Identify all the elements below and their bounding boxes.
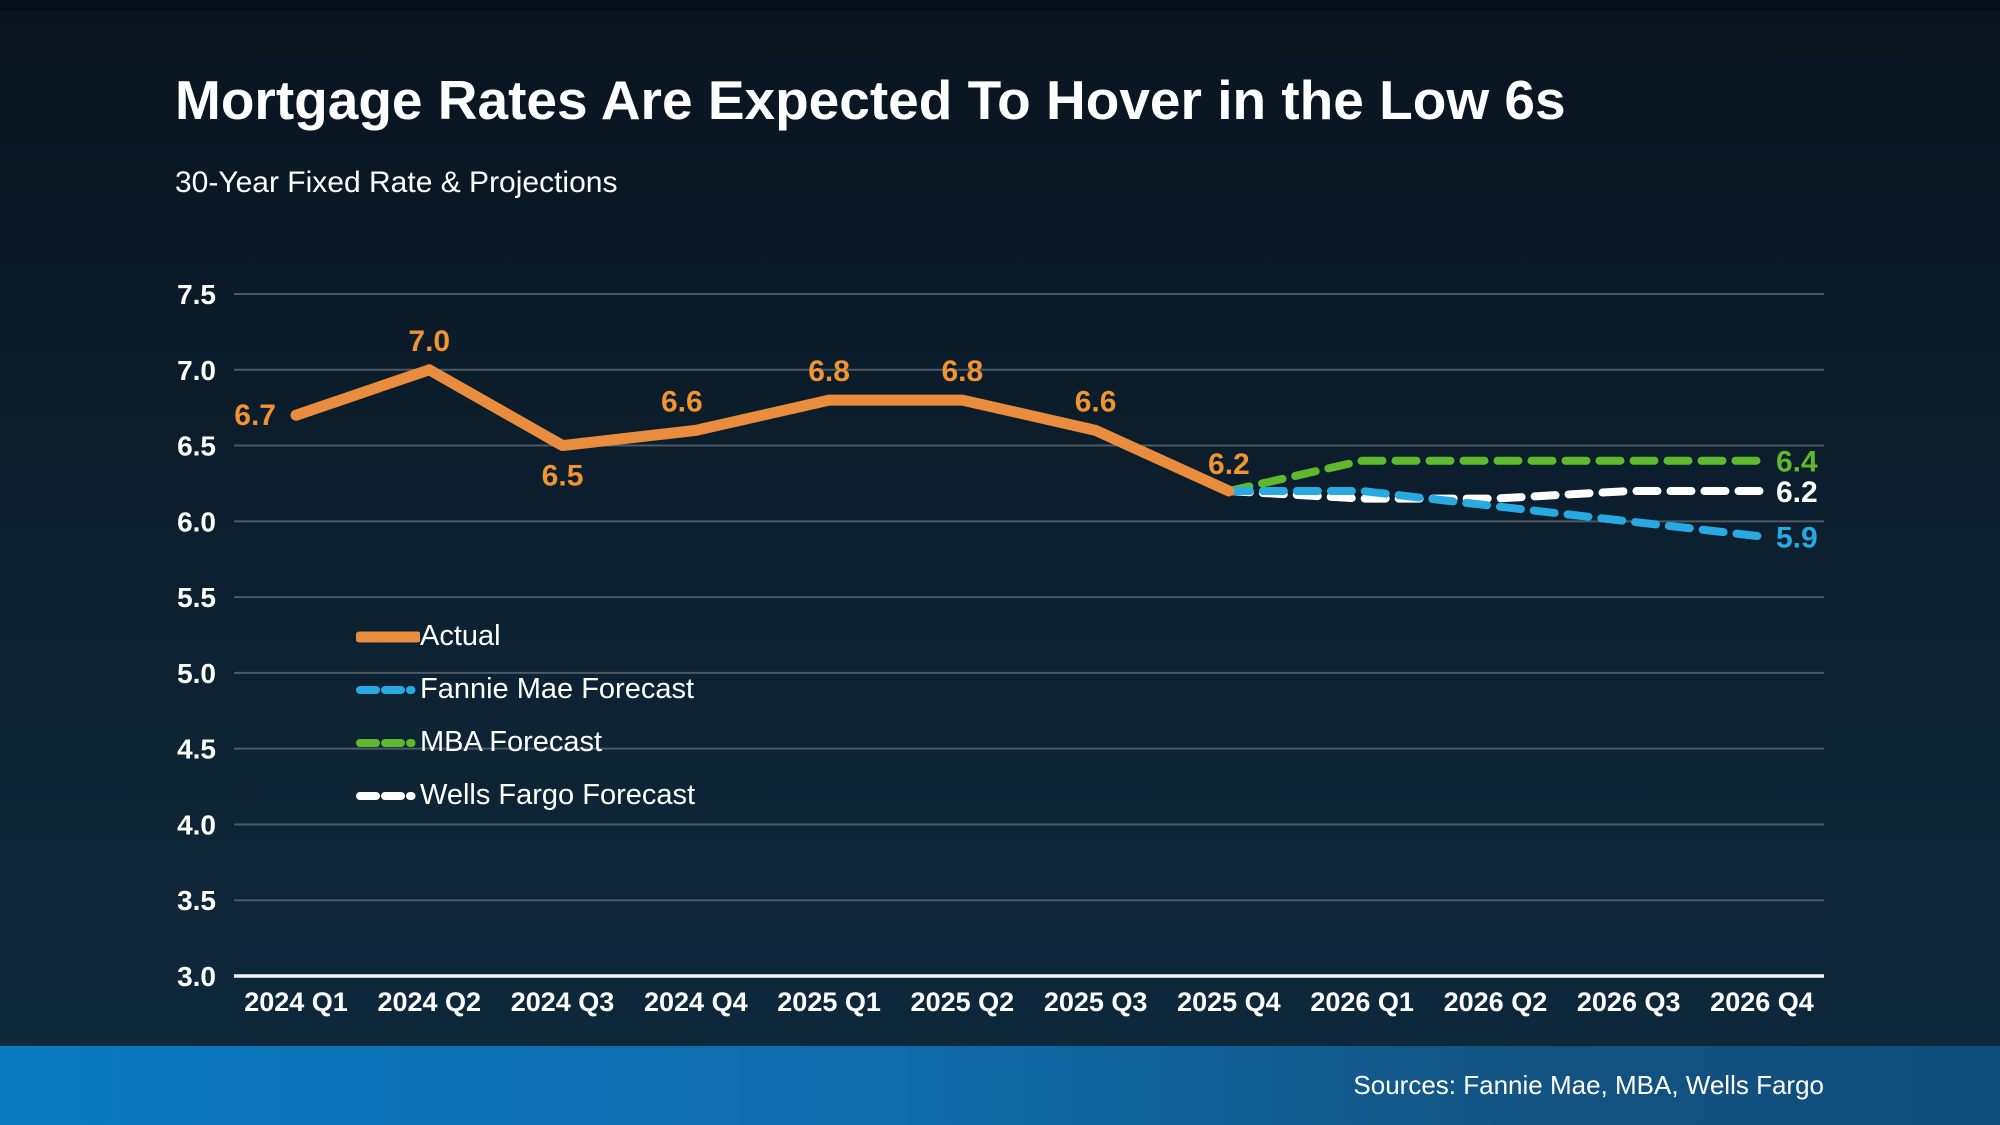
series-end-label: 6.4 (1776, 446, 1818, 479)
series-line-mba-forecast (1224, 456, 1766, 496)
series-end-label: 5.9 (1776, 521, 1818, 554)
y-axis-tick-label: 7.0 (177, 355, 216, 386)
x-axis-tick-label: 2024 Q1 (244, 987, 348, 1017)
dashed-line-swatch-icon (356, 738, 420, 747)
legend-item-label: Actual (420, 620, 501, 652)
data-point-label: 6.2 (1208, 448, 1250, 481)
bottom-bar: Sources: Fannie Mae, MBA, Wells Fargo (0, 1046, 2000, 1125)
legend-item-label: Fannie Mae Forecast (420, 673, 695, 705)
x-axis-tick-label: 2026 Q2 (1444, 987, 1548, 1017)
series-line-actual (290, 364, 1235, 497)
legend-item-label: Wells Fargo Forecast (420, 779, 696, 811)
y-axis-tick-label: 7.5 (177, 279, 216, 310)
data-point-label: 6.6 (661, 385, 703, 418)
page-subtitle: 30-Year Fixed Rate & Projections (175, 166, 618, 199)
series-line-fannie-mae-forecast (1224, 487, 1766, 541)
y-axis-tick-label: 6.5 (177, 431, 216, 462)
x-axis-tick-label: 2025 Q2 (911, 987, 1015, 1017)
data-point-label: 6.7 (234, 399, 276, 432)
x-axis-tick-label: 2026 Q4 (1710, 987, 1814, 1017)
y-axis-tick-label: 6.0 (177, 506, 216, 537)
page-title: Mortgage Rates Are Expected To Hover in … (175, 69, 1566, 131)
y-axis-tick-label: 3.0 (177, 961, 216, 992)
data-point-label: 7.0 (408, 325, 450, 358)
series-end-label: 6.2 (1776, 476, 1818, 509)
data-point-label: 6.5 (542, 460, 584, 493)
x-axis-tick-label: 2026 Q1 (1310, 987, 1414, 1017)
data-point-label: 6.8 (808, 355, 850, 388)
x-axis-tick-label: 2024 Q3 (511, 987, 615, 1017)
top-strip (0, 0, 2000, 10)
chart-legend: Actual Fannie Mae Forecast MBA Forecast Wel… (356, 610, 695, 822)
legend-item-actual: Actual (356, 610, 695, 663)
data-point-label: 6.8 (941, 355, 983, 388)
x-axis-tick-label: 2024 Q2 (377, 987, 481, 1017)
dashed-line-swatch-icon (356, 791, 420, 800)
x-axis-tick-label: 2024 Q4 (644, 987, 748, 1017)
legend-item-label: MBA Forecast (420, 726, 603, 758)
x-axis-tick-label: 2025 Q4 (1177, 987, 1281, 1017)
data-point-label: 6.6 (1075, 385, 1117, 418)
x-axis-tick-label: 2025 Q3 (1044, 987, 1148, 1017)
y-axis-tick-label: 3.5 (177, 885, 216, 916)
y-axis-tick-label: 5.5 (177, 582, 216, 613)
solid-line-swatch-icon (356, 631, 420, 642)
x-axis-tick-label: 2026 Q3 (1577, 987, 1681, 1017)
y-axis-tick-label: 4.5 (177, 734, 216, 765)
legend-item-wells-fargo-forecast: Wells Fargo Forecast (356, 769, 695, 822)
x-axis-tick-label: 2025 Q1 (777, 987, 881, 1017)
y-axis-tick-label: 5.0 (177, 658, 216, 689)
sources-note: Sources: Fannie Mae, MBA, Wells Fargo (1353, 1070, 1824, 1100)
dashed-line-swatch-icon (356, 685, 420, 694)
legend-item-fannie-mae-forecast: Fannie Mae Forecast (356, 663, 695, 716)
y-axis-tick-label: 4.0 (177, 809, 216, 840)
series-line-wells-fargo-forecast (1224, 487, 1766, 503)
legend-item-mba-forecast: MBA Forecast (356, 716, 695, 769)
